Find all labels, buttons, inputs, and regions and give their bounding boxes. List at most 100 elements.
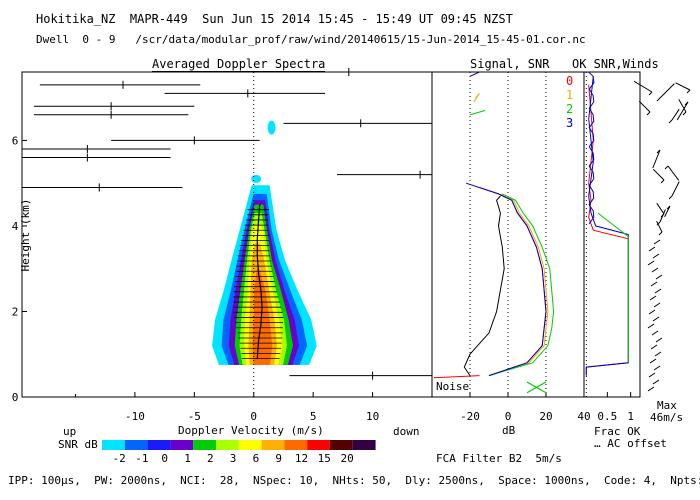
wind-barb-low [653, 302, 661, 308]
wind-barb-low [655, 337, 663, 343]
wind-barb-low [653, 239, 661, 245]
colorbar-swatch [193, 440, 216, 450]
wind-barb-arrowhead [668, 195, 673, 200]
max-label: Max [657, 399, 677, 412]
wind-barb-arrowhead [660, 179, 665, 184]
winds-panel: 0.5 1 [583, 71, 691, 423]
colorbar-swatch [352, 440, 376, 450]
wind-barb [633, 80, 653, 93]
wind-barb-low [650, 281, 658, 287]
wind-barb-low [653, 365, 661, 371]
x-tick-label: 10 [366, 410, 379, 423]
legend-dwell-0: 0 [566, 74, 574, 88]
filter-label: FCA Filter B2 5m/s [436, 452, 562, 465]
frac-ok-label: Frac OK [594, 425, 641, 438]
frac-ok-series-2 [597, 212, 629, 363]
colorbar-swatch [170, 440, 194, 450]
colorbar-tick-label: -2 [112, 452, 125, 465]
spectra-patch-upper [267, 120, 276, 135]
wind-barb [652, 149, 661, 169]
snr-series-3 [466, 182, 547, 377]
wind-barb-arrowhead [668, 119, 673, 124]
wind-barb-arrowhead [666, 205, 671, 210]
wind-barb [656, 202, 665, 215]
colorbar-swatch [124, 440, 148, 450]
header-path: Dwell 0 - 9 /scr/data/modular_prof/raw/w… [36, 33, 586, 46]
snr-series-noise [463, 195, 505, 376]
legend-dwell-3: 3 [566, 116, 574, 130]
x-axis-label: Doppler Velocity (m/s) [178, 424, 324, 437]
colorbar-tick-label: 15 [318, 452, 331, 465]
down-label: down [393, 425, 420, 438]
wind-barb-low [651, 267, 659, 273]
wind-barb-arrowhead [656, 221, 661, 226]
snr-bottom-mark [433, 375, 480, 379]
y-tick-label: 4 [12, 220, 19, 233]
colorbar-tick-label: -1 [135, 452, 148, 465]
spectra-patch-mid [251, 174, 262, 183]
wind-barb [664, 205, 671, 218]
legend-dwell-2: 2 [566, 102, 574, 116]
wind-barb-arrowhead [656, 149, 661, 154]
wind-barb-low [651, 330, 659, 336]
y-tick-label: 2 [12, 305, 19, 318]
wind-barb-low [650, 344, 658, 350]
wind-barb [659, 83, 675, 99]
wind-barb-low [655, 274, 663, 280]
snr-x-tick-label: 20 [539, 410, 552, 423]
snr-upper-mark-green [469, 110, 486, 116]
wind-barb-arrowhead [684, 101, 689, 106]
wind-barb [671, 181, 680, 197]
wind-barb-arrowhead [664, 165, 669, 170]
wind-barb [667, 165, 680, 181]
colorbar-swatch [330, 440, 353, 450]
colorbar-swatch [147, 440, 171, 450]
wind-barb-arrowhead [646, 111, 651, 116]
wind-barb [638, 100, 651, 113]
wind-barb [678, 99, 687, 113]
max-value: 46m/s [650, 411, 684, 424]
wind-barb [659, 209, 666, 223]
spectra-contour-red [252, 268, 273, 365]
snr-x-label: dB [502, 424, 516, 437]
legend-dwell-1: 1 [566, 88, 574, 102]
wind-barb [675, 82, 691, 91]
wind-barb-low [647, 260, 655, 266]
colorbar-tick-label: 12 [295, 452, 308, 465]
colorbar-tick-label: 3 [230, 452, 237, 465]
wind-barb [656, 220, 663, 233]
wind-barb-low [652, 316, 660, 322]
wind-barb-low [654, 288, 662, 294]
snr-panel: -20 0 20 40 [431, 71, 591, 423]
colorbar-tick-label: 9 [275, 452, 282, 465]
colorbar-tick-label: 20 [340, 452, 353, 465]
colorbar-swatch [307, 440, 330, 450]
winds-x-tick-label: 0.5 [597, 410, 617, 423]
snr-x-marker [526, 381, 547, 394]
wind-barb-arrowhead [648, 91, 653, 96]
wind-barb [671, 108, 680, 121]
frac-ok-series-3 [585, 76, 629, 376]
wind-barb-low [648, 372, 656, 378]
colorbar-swatch [284, 440, 308, 450]
snr-series-0 [479, 187, 547, 377]
doppler-panel: -10 -5 0 5 10 0 2 4 6 [12, 68, 433, 423]
colorbar-tick-label: 1 [184, 452, 191, 465]
wind-barb-arrowhead [686, 89, 691, 94]
snr-x-tick-label: 40 [577, 410, 590, 423]
y-axis-label: Height (km) [19, 198, 32, 272]
wind-barb [676, 101, 689, 121]
colorbar-tick-label: 2 [207, 452, 214, 465]
wind-barb-arrowhead [682, 111, 687, 116]
y-tick-label: 6 [12, 134, 19, 147]
frac-ok-wiggle [588, 71, 595, 225]
wind-barb-low [652, 253, 660, 259]
x-tick-label: 0 [250, 410, 257, 423]
wind-barb-low [652, 379, 660, 385]
snr-colorbar: -2 -1 0 1 2 3 6 9 12 15 20 [102, 440, 376, 465]
doppler-panel-title: Averaged Doppler Spectra [152, 57, 326, 72]
wind-barb-arrowhead [658, 231, 663, 236]
wind-barb-low [649, 358, 657, 364]
wind-barb-low [648, 309, 656, 315]
